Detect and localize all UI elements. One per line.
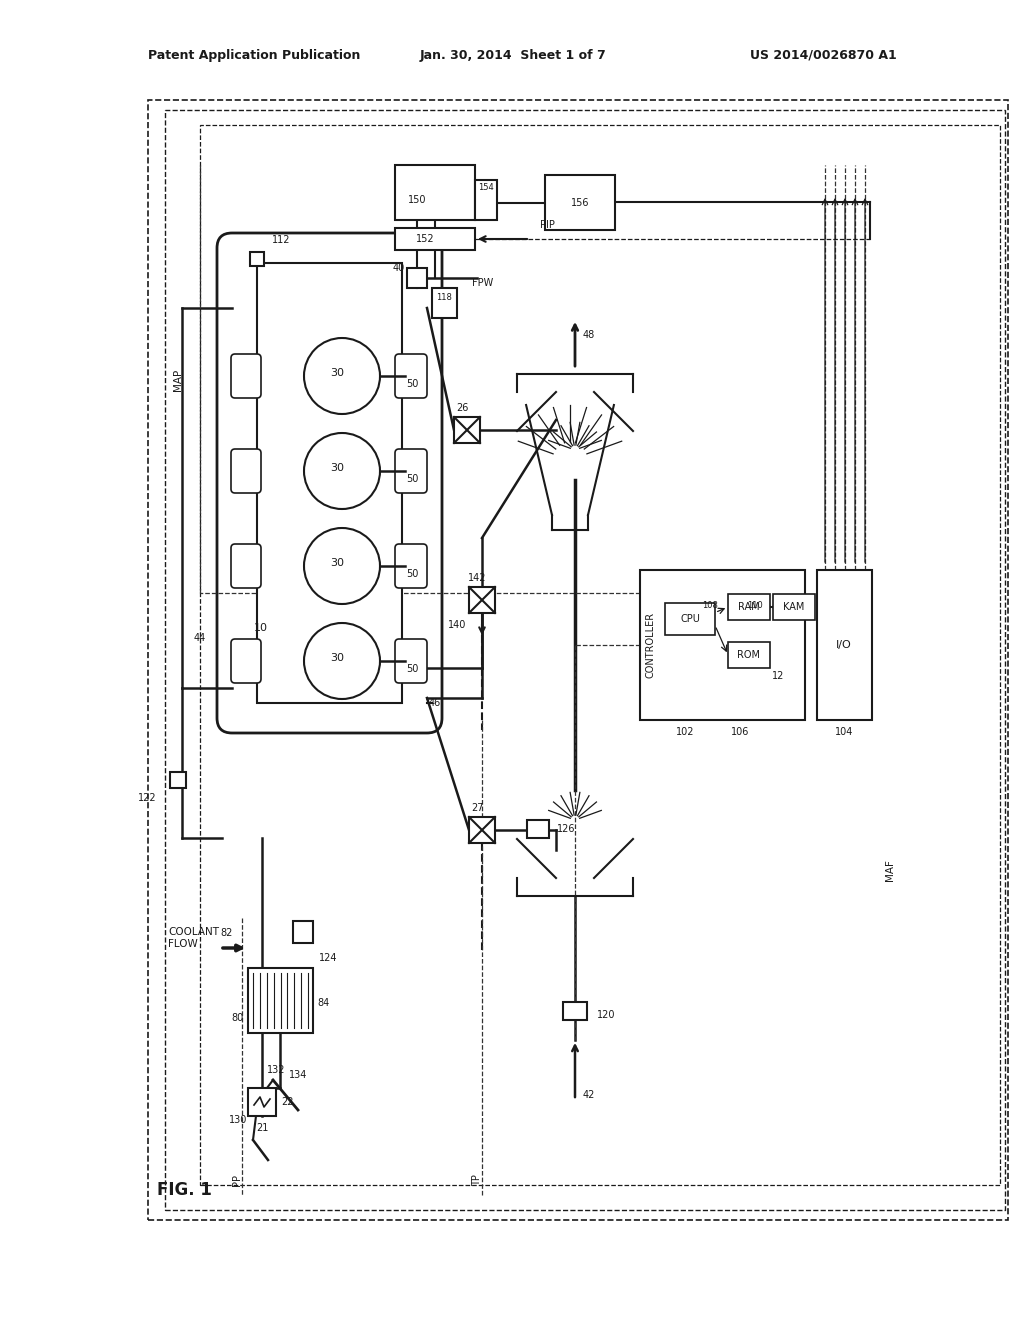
Bar bbox=[432, 288, 457, 318]
Text: 30: 30 bbox=[330, 368, 344, 378]
Bar bbox=[454, 417, 480, 444]
Text: TP: TP bbox=[472, 1173, 482, 1185]
Bar bbox=[250, 252, 264, 267]
Bar bbox=[545, 176, 615, 230]
Text: KAM: KAM bbox=[783, 602, 805, 612]
Text: 154: 154 bbox=[478, 182, 494, 191]
FancyBboxPatch shape bbox=[395, 544, 427, 587]
Text: 30: 30 bbox=[330, 463, 344, 473]
Bar bbox=[395, 228, 475, 249]
FancyBboxPatch shape bbox=[231, 544, 261, 587]
Bar bbox=[773, 594, 815, 620]
Text: 122: 122 bbox=[137, 793, 157, 803]
Bar bbox=[817, 570, 872, 719]
Bar bbox=[728, 642, 770, 668]
Text: 80: 80 bbox=[231, 1012, 244, 1023]
Bar bbox=[475, 180, 497, 220]
Text: 156: 156 bbox=[570, 198, 589, 209]
Text: 120: 120 bbox=[597, 1010, 615, 1020]
Text: 124: 124 bbox=[318, 953, 337, 964]
Text: 22: 22 bbox=[281, 1097, 294, 1107]
Text: 21: 21 bbox=[256, 1123, 268, 1133]
Bar bbox=[640, 570, 805, 719]
Bar bbox=[293, 921, 313, 942]
Bar bbox=[407, 268, 427, 288]
Text: 44: 44 bbox=[194, 634, 206, 643]
Text: 102: 102 bbox=[676, 727, 694, 737]
Bar bbox=[469, 587, 495, 612]
Text: 150: 150 bbox=[408, 195, 426, 205]
Bar bbox=[248, 1088, 276, 1115]
Text: Jan. 30, 2014  Sheet 1 of 7: Jan. 30, 2014 Sheet 1 of 7 bbox=[420, 49, 607, 62]
Text: FIG. 1: FIG. 1 bbox=[157, 1181, 212, 1199]
Text: 108: 108 bbox=[702, 601, 718, 610]
Text: 48: 48 bbox=[583, 330, 595, 341]
Text: 26: 26 bbox=[456, 403, 468, 413]
Bar bbox=[728, 594, 770, 620]
Text: FPW: FPW bbox=[472, 279, 494, 288]
Text: 134: 134 bbox=[289, 1071, 307, 1080]
Text: 130: 130 bbox=[228, 1115, 247, 1125]
Text: MAP: MAP bbox=[173, 368, 183, 391]
Text: 50: 50 bbox=[406, 664, 418, 675]
Text: ROM: ROM bbox=[737, 649, 761, 660]
FancyBboxPatch shape bbox=[395, 639, 427, 682]
Text: 30: 30 bbox=[330, 558, 344, 568]
Bar bbox=[257, 263, 402, 704]
Text: RAM: RAM bbox=[738, 602, 760, 612]
Bar bbox=[165, 110, 1005, 1210]
Text: MAF: MAF bbox=[885, 859, 895, 880]
Bar bbox=[469, 817, 495, 843]
Text: 27: 27 bbox=[471, 803, 483, 813]
Bar bbox=[527, 820, 549, 838]
FancyBboxPatch shape bbox=[231, 639, 261, 682]
Text: COOLANT
FLOW: COOLANT FLOW bbox=[168, 927, 219, 949]
Bar bbox=[665, 603, 715, 635]
Text: US 2014/0026870 A1: US 2014/0026870 A1 bbox=[750, 49, 897, 62]
Text: 42: 42 bbox=[583, 1090, 595, 1100]
FancyBboxPatch shape bbox=[231, 449, 261, 492]
Text: 46: 46 bbox=[429, 698, 441, 708]
Bar bbox=[563, 1002, 587, 1020]
Text: 104: 104 bbox=[835, 727, 853, 737]
Text: 40: 40 bbox=[393, 263, 406, 273]
Text: 152: 152 bbox=[416, 234, 434, 244]
Text: 132: 132 bbox=[266, 1065, 286, 1074]
FancyBboxPatch shape bbox=[395, 354, 427, 399]
Text: 118: 118 bbox=[436, 293, 452, 302]
Text: 10: 10 bbox=[254, 623, 268, 634]
Text: 30: 30 bbox=[330, 653, 344, 663]
Text: PP: PP bbox=[232, 1173, 242, 1185]
Text: CONTROLLER: CONTROLLER bbox=[645, 612, 655, 678]
Text: 82: 82 bbox=[221, 928, 233, 939]
Text: 112: 112 bbox=[272, 235, 291, 246]
Text: 126: 126 bbox=[557, 824, 575, 834]
Bar bbox=[200, 125, 1000, 1185]
Text: 12: 12 bbox=[772, 671, 784, 681]
Text: Patent Application Publication: Patent Application Publication bbox=[148, 49, 360, 62]
Text: 106: 106 bbox=[731, 727, 750, 737]
Text: 110: 110 bbox=[748, 601, 763, 610]
Text: 50: 50 bbox=[406, 379, 418, 389]
Bar bbox=[170, 772, 186, 788]
FancyBboxPatch shape bbox=[217, 234, 442, 733]
Bar bbox=[395, 165, 475, 220]
Text: 142: 142 bbox=[468, 573, 486, 583]
Bar bbox=[148, 100, 1008, 1220]
Bar bbox=[248, 968, 313, 1034]
Text: 50: 50 bbox=[406, 474, 418, 484]
FancyBboxPatch shape bbox=[231, 354, 261, 399]
FancyBboxPatch shape bbox=[395, 449, 427, 492]
Text: 140: 140 bbox=[447, 620, 466, 630]
Text: 84: 84 bbox=[316, 998, 329, 1008]
Text: I/O: I/O bbox=[837, 640, 852, 649]
Text: CPU: CPU bbox=[680, 614, 700, 624]
Text: PIP: PIP bbox=[540, 220, 555, 230]
Text: 50: 50 bbox=[406, 569, 418, 579]
